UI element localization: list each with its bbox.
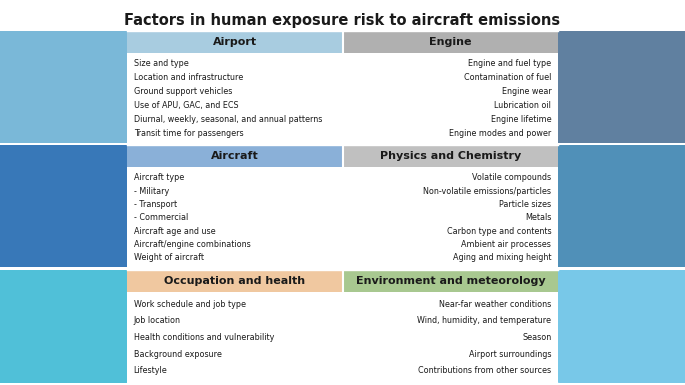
Bar (342, 292, 558, 383)
Text: Environment and meteorology: Environment and meteorology (356, 276, 545, 286)
Text: - Transport: - Transport (134, 200, 177, 209)
Text: Job location: Job location (134, 316, 181, 325)
Text: Lifestyle: Lifestyle (134, 366, 167, 375)
Text: Aircraft type: Aircraft type (134, 173, 184, 182)
Bar (558, 270, 685, 383)
Bar (342, 145, 558, 167)
Text: Engine wear: Engine wear (501, 87, 551, 96)
Bar (0, 143, 685, 144)
Text: Metals: Metals (525, 213, 551, 222)
Text: Wind, humidity, and temperature: Wind, humidity, and temperature (417, 316, 551, 325)
Text: Factors in human exposure risk to aircraft emissions: Factors in human exposure risk to aircra… (125, 13, 560, 28)
Text: - Military: - Military (134, 187, 169, 196)
Bar (127, 53, 342, 144)
Bar (0, 270, 127, 383)
Bar (127, 167, 342, 268)
Text: Engine and fuel type: Engine and fuel type (468, 59, 551, 69)
Bar (558, 145, 685, 268)
Text: Volatile compounds: Volatile compounds (472, 173, 551, 182)
Text: Non-volatile emissions/particles: Non-volatile emissions/particles (423, 187, 551, 196)
Bar (127, 292, 342, 383)
Text: Engine lifetime: Engine lifetime (490, 115, 551, 124)
Text: Season: Season (522, 333, 551, 342)
Bar (127, 270, 342, 292)
Text: Contamination of fuel: Contamination of fuel (464, 73, 551, 82)
Bar (342, 31, 558, 53)
Bar (0, 31, 127, 144)
Bar (558, 31, 685, 144)
Text: Size and type: Size and type (134, 59, 188, 69)
Text: Weight of aircraft: Weight of aircraft (134, 253, 203, 262)
Bar (127, 145, 342, 167)
Text: Ground support vehicles: Ground support vehicles (134, 87, 232, 96)
Text: Carbon type and contents: Carbon type and contents (447, 227, 551, 236)
Text: Ambient air processes: Ambient air processes (462, 240, 551, 249)
Bar (342, 53, 558, 144)
Text: Transit time for passengers: Transit time for passengers (134, 129, 243, 137)
Text: Particle sizes: Particle sizes (499, 200, 551, 209)
Text: Contributions from other sources: Contributions from other sources (418, 366, 551, 375)
Text: Physics and Chemistry: Physics and Chemistry (379, 151, 521, 161)
Bar (127, 31, 342, 53)
Bar (0, 145, 127, 268)
Text: Aircraft/engine combinations: Aircraft/engine combinations (134, 240, 251, 249)
Text: Aircraft: Aircraft (211, 151, 258, 161)
Text: Occupation and health: Occupation and health (164, 276, 306, 286)
Text: Airport surroundings: Airport surroundings (469, 350, 551, 358)
Text: Health conditions and vulnerability: Health conditions and vulnerability (134, 333, 274, 342)
Text: Near-far weather conditions: Near-far weather conditions (439, 300, 551, 308)
Text: Location and infrastructure: Location and infrastructure (134, 73, 243, 82)
Text: - Commercial: - Commercial (134, 213, 188, 222)
Text: Engine modes and power: Engine modes and power (449, 129, 551, 137)
Text: Lubrication oil: Lubrication oil (495, 101, 551, 110)
Text: Aircraft age and use: Aircraft age and use (134, 227, 215, 236)
Bar (342, 270, 558, 292)
Text: Aging and mixing height: Aging and mixing height (453, 253, 551, 262)
Text: Diurnal, weekly, seasonal, and annual patterns: Diurnal, weekly, seasonal, and annual pa… (134, 115, 322, 124)
Bar (342, 167, 558, 268)
Bar (0, 267, 685, 268)
Text: Background exposure: Background exposure (134, 350, 222, 358)
Text: Airport: Airport (212, 37, 257, 47)
Text: Work schedule and job type: Work schedule and job type (134, 300, 246, 308)
Text: Use of APU, GAC, and ECS: Use of APU, GAC, and ECS (134, 101, 238, 110)
Text: Engine: Engine (429, 37, 472, 47)
